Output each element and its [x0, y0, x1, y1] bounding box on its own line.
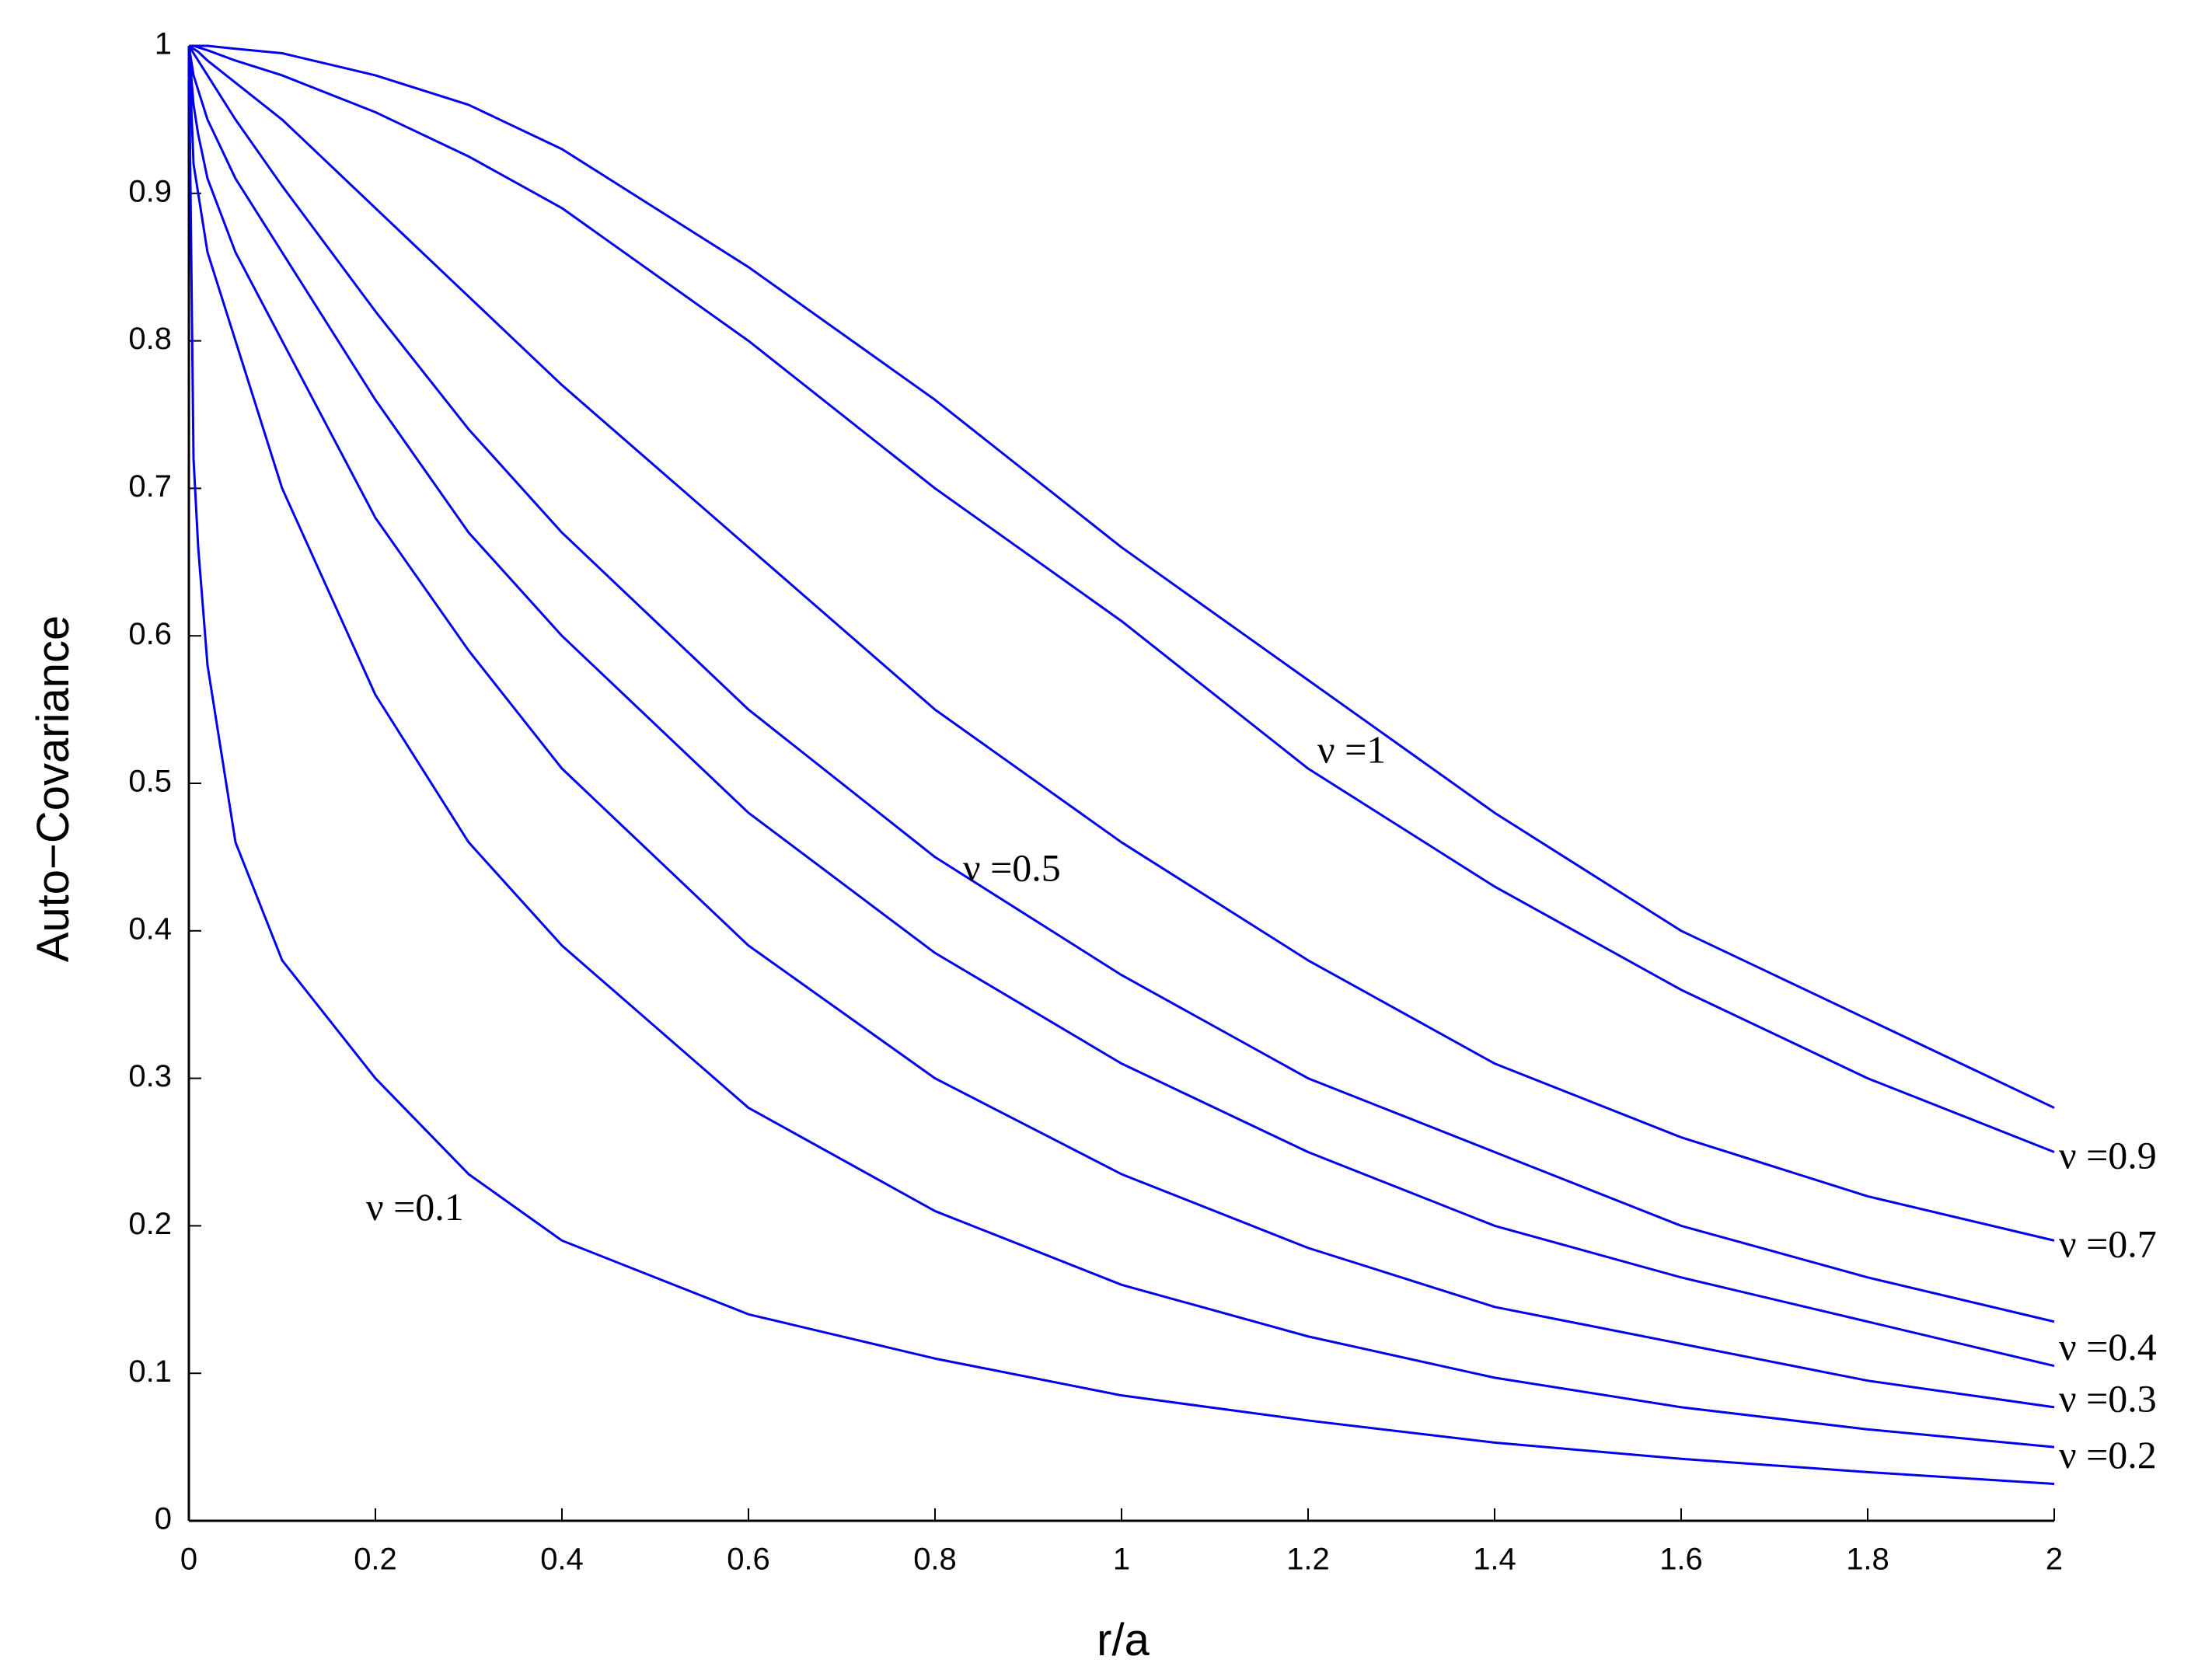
x-tick-label: 2 — [2046, 1543, 2063, 1577]
line-series — [188, 44, 2055, 1242]
y-tick-label: 0.3 — [128, 1059, 172, 1093]
line-series — [187, 45, 2055, 1409]
x-axis-title: r/a — [1097, 1615, 1150, 1665]
y-tick-label: 0.2 — [128, 1207, 172, 1241]
series-label: ν =0.4 — [2059, 1325, 2157, 1368]
line-series — [187, 45, 2055, 1323]
x-tick-label: 1.8 — [1846, 1543, 1889, 1577]
series-label: ν =0.3 — [2059, 1377, 2157, 1421]
series-label: ν =0.9 — [2059, 1133, 2157, 1177]
line-series — [187, 45, 2055, 1368]
line-series — [189, 44, 2055, 1153]
line-series — [187, 45, 2055, 1449]
x-tick-label: 1.6 — [1659, 1543, 1703, 1577]
y-tick-label: 0.1 — [128, 1354, 172, 1389]
x-tick-label: 0.6 — [727, 1543, 770, 1577]
y-tick-label: 0.6 — [128, 617, 172, 651]
series-label: ν =1 — [1317, 728, 1386, 772]
y-tick-label: 0.4 — [128, 912, 172, 946]
series-label: ν =0.7 — [2059, 1222, 2157, 1265]
series-label: ν =0.1 — [366, 1185, 464, 1229]
y-tick-label: 0 — [155, 1502, 172, 1536]
line-series — [187, 45, 2055, 1486]
y-tick-label: 0.9 — [128, 174, 172, 208]
x-tick-label: 1 — [1113, 1543, 1130, 1577]
y-tick-label: 1 — [155, 27, 172, 61]
x-tick-label: 0.8 — [913, 1543, 957, 1577]
y-tick-label: 0.7 — [128, 469, 172, 504]
x-tick-label: 0 — [180, 1543, 197, 1577]
y-tick-label: 0.8 — [128, 322, 172, 356]
series-label: ν =0.5 — [963, 845, 1061, 889]
y-tick-label: 0.5 — [128, 765, 172, 799]
x-tick-label: 1.2 — [1286, 1543, 1330, 1577]
x-tick-label: 0.4 — [540, 1543, 584, 1577]
x-tick-label: 0.2 — [354, 1543, 397, 1577]
line-series — [189, 44, 2055, 1109]
series-label: ν =0.2 — [2059, 1433, 2157, 1477]
x-tick-label: 1.4 — [1473, 1543, 1516, 1577]
y-axis-title: Auto−Covariance — [28, 615, 79, 963]
